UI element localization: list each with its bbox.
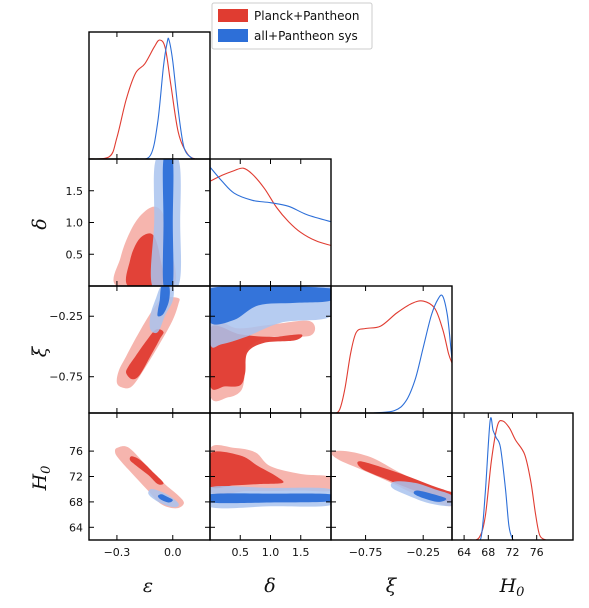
y-tick-label-H0: 64 xyxy=(69,521,83,534)
legend-box xyxy=(211,2,373,50)
y-tick-label-delta: 1.5 xyxy=(66,185,84,198)
panel-frame xyxy=(330,285,453,414)
y-tick-label-H0: 68 xyxy=(69,496,83,509)
panel-content xyxy=(114,446,184,509)
panel-epsilon-xi xyxy=(88,285,211,414)
y-tick-label-H0: 72 xyxy=(69,471,83,484)
marginal-line-planck-pantheon-xi xyxy=(331,300,452,413)
panel-delta-delta xyxy=(209,158,332,287)
x-tick-label-delta: 1.5 xyxy=(292,546,310,559)
contour-inner-all-pantheon-sys-epsilon_xi xyxy=(157,286,170,317)
x-tick-label-H0: 64 xyxy=(457,546,471,559)
contour-inner-all-pantheon-sys-delta_xi xyxy=(210,286,331,325)
panel-xi-xi xyxy=(330,285,453,414)
x-axis-label-delta: δ xyxy=(264,575,275,597)
contour-inner-all-pantheon-sys-epsilon_H0 xyxy=(157,494,173,503)
x-tick-label-H0: 76 xyxy=(530,546,544,559)
panels xyxy=(88,31,574,541)
tick-labels: −0.3 0.0 0.5 1.0 1.5 −0.75 −0.25 64 68 72 76 0.5 1.0… xyxy=(49,185,543,559)
x-tick-label-H0: 72 xyxy=(506,546,520,559)
legend-label-all: all+Pantheon sys xyxy=(254,29,358,43)
contour-inner-planck-pantheon-epsilon_xi xyxy=(126,329,164,380)
panel-content xyxy=(89,37,198,159)
marginal-line-planck-pantheon-H0 xyxy=(469,420,547,540)
x-axis-label-epsilon: ε xyxy=(143,575,153,597)
x-tick-label-H0: 68 xyxy=(481,546,495,559)
contour-inner-planck-pantheon-delta_xi xyxy=(210,325,303,390)
panel-H0-H0 xyxy=(451,412,574,541)
panel-content xyxy=(116,286,180,389)
marginal-line-planck-pantheon-epsilon xyxy=(89,39,196,159)
panel-frame xyxy=(88,31,211,160)
marginal-line-planck-pantheon-delta xyxy=(210,167,331,247)
contour-inner-all-pantheon-sys-xi_H0 xyxy=(413,490,447,502)
panel-xi-H0 xyxy=(330,412,453,541)
panel-epsilon-epsilon xyxy=(88,31,211,160)
y-tick-label-xi: −0.25 xyxy=(49,310,83,323)
legend: Planck+Pantheon all+Pantheon sys xyxy=(211,2,373,50)
contour-inner-planck-pantheon-delta_H0 xyxy=(210,451,284,489)
x-tick-label-delta: 0.5 xyxy=(232,546,250,559)
y-axis-label-delta: δ xyxy=(29,218,51,229)
legend-swatch-all xyxy=(218,29,248,42)
axis-labels: ε δ ξ H0 δ ξ H0 xyxy=(29,218,524,600)
marginal-line-all-pantheon-sys-delta xyxy=(210,166,331,223)
x-tick-label-delta: 1.0 xyxy=(262,546,280,559)
x-tick-label-xi: −0.25 xyxy=(406,546,440,559)
x-axis-label-h0: H0 xyxy=(499,575,525,600)
panel-epsilon-delta xyxy=(88,158,211,287)
y-axis-label-xi: ξ xyxy=(29,345,51,357)
panel-content xyxy=(210,286,331,402)
panel-content xyxy=(331,450,452,507)
contour-inner-all-pantheon-sys-epsilon_delta xyxy=(162,159,174,286)
contour-inner-planck-pantheon-epsilon_H0 xyxy=(129,456,164,485)
y-axis-label-h0: H0 xyxy=(29,466,54,492)
legend-swatch-planck xyxy=(218,9,248,22)
panel-frame xyxy=(451,412,574,541)
marginal-line-all-pantheon-sys-epsilon xyxy=(135,37,198,159)
panel-content xyxy=(469,417,547,540)
contour-inner-all-pantheon-sys-delta_H0 xyxy=(210,493,331,504)
panel-delta-H0 xyxy=(209,412,332,541)
y-tick-label-delta: 1.0 xyxy=(66,217,84,230)
y-tick-label-H0: 76 xyxy=(69,445,83,458)
y-tick-label-delta: 0.5 xyxy=(66,248,84,261)
panel-content xyxy=(210,166,331,247)
panel-epsilon-H0 xyxy=(88,412,211,541)
panel-content xyxy=(331,294,452,413)
x-tick-label-epsilon: 0.0 xyxy=(164,546,182,559)
x-axis-label-xi: ξ xyxy=(386,575,398,597)
panel-delta-xi xyxy=(209,285,332,414)
x-tick-label-xi: −0.75 xyxy=(349,546,383,559)
panel-content xyxy=(210,445,331,509)
panel-frame xyxy=(209,158,332,287)
marginal-line-all-pantheon-sys-H0 xyxy=(474,417,516,540)
panel-content xyxy=(113,159,182,286)
x-tick-label-epsilon: −0.3 xyxy=(104,546,131,559)
y-tick-label-xi: −0.75 xyxy=(49,371,83,384)
legend-label-planck: Planck+Pantheon xyxy=(254,9,359,23)
marginal-line-all-pantheon-sys-xi xyxy=(373,294,452,413)
